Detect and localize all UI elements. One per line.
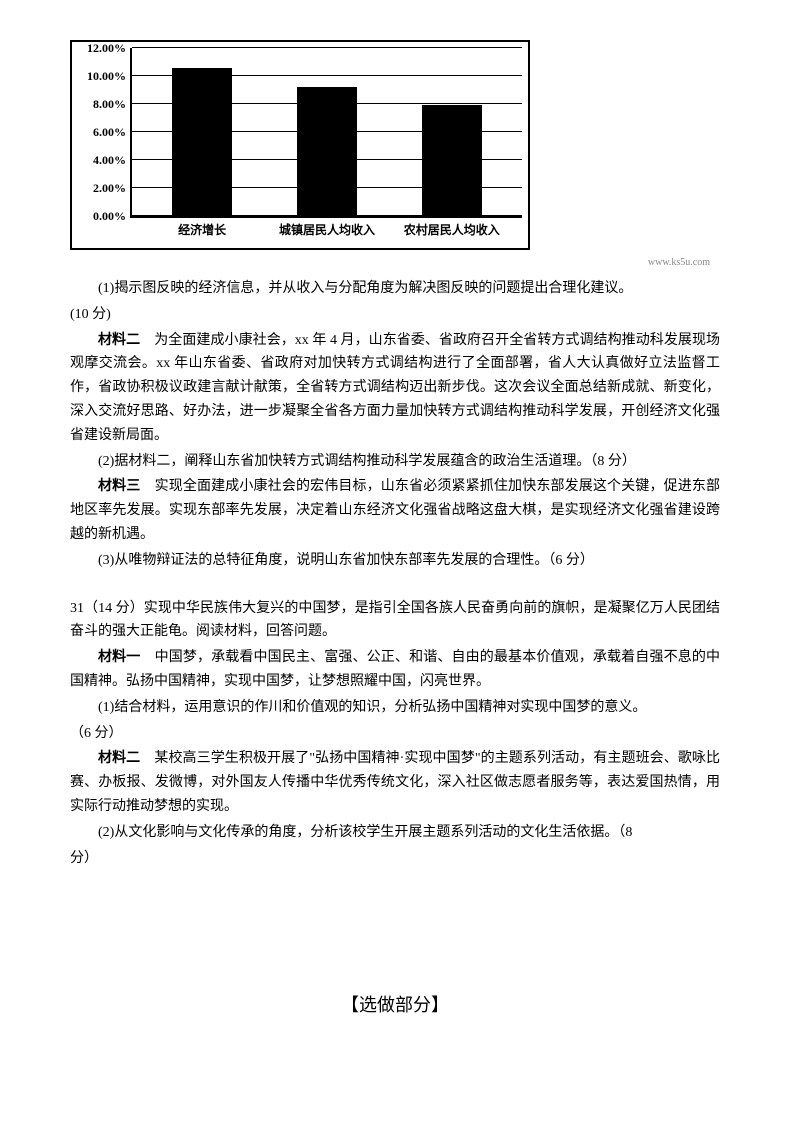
chart-ylabel: 8.00%: [93, 94, 126, 114]
question-1-tail: (10 分): [70, 303, 720, 327]
question-1-line: (1)揭示图反映的经济信息，并从收入与分配角度为解决图反映的问题提出合理化建议。: [70, 277, 720, 301]
chart-bar: [172, 68, 232, 216]
chart-plot-area: 0.00%2.00%4.00%6.00%8.00%10.00%12.00%经济增…: [130, 48, 522, 218]
q31-question-1a: (1)结合材料，运用意识的作川和价值观的知识，分析弘扬中国精神对实现中国梦的意义…: [70, 696, 720, 720]
chart-gridline: [132, 47, 522, 48]
material-2-body: 为全面建成小康社会，xx 年 4 月，山东省委、省政府召开全省转方式调结构推动科…: [70, 333, 720, 443]
material-2-label: 材料二: [98, 333, 140, 348]
chart-ylabel: 12.00%: [87, 38, 126, 58]
q31-m1-body: 中国梦，承载看中国民主、富强、公正、和谐、自由的最基本价值观，承载着自强不息的中…: [70, 650, 720, 689]
q31-lead: 31（14 分）实现中华民族伟大复兴的中国梦，是指引全国各族人民奋勇向前的旗帜，…: [70, 597, 720, 645]
chart-xlabel: 农村居民人均收入: [404, 220, 500, 240]
material-3-label: 材料三: [98, 479, 140, 494]
q31-question-2b: 分）: [70, 847, 720, 871]
q31-question-1b: （6 分）: [70, 722, 720, 746]
question-2: (2)据材料二，阐释山东省加快转方式调结构推动科学发展蕴含的政治生活道理。（8 …: [70, 450, 720, 474]
bar-chart: 0.00% 2.00% 4.00% 6.00% 8.00% 10.00% 12.00% 经济增…: [70, 40, 530, 250]
chart-ylabel: 2.00%: [93, 178, 126, 198]
q31-material-2: 材料二 某校高三学生积极开展了"弘扬中国精神·实现中国梦"的主题系列活动，有主题…: [70, 747, 720, 818]
chart-bar: [297, 87, 357, 216]
question-3: (3)从唯物辩证法的总特征角度，说明山东省加快东部率先发展的合理性。（6 分）: [70, 549, 720, 573]
watermark: www.ks5u.com: [70, 254, 720, 271]
chart-xlabel: 城镇居民人均收入: [279, 220, 375, 240]
chart-ylabel: 6.00%: [93, 122, 126, 142]
q31-question-2a: (2)从文化影响与文化传承的角度，分析该校学生开展主题系列活动的文化生活依据。（…: [70, 821, 720, 845]
section-footer: 【选做部分】: [70, 990, 720, 1021]
chart-xlabel: 经济增长: [178, 220, 226, 240]
q31-m2-label: 材料二: [98, 751, 140, 766]
material-3-body: 实现全面建成小康社会的宏伟目标，山东省必须紧紧抓住加快东部发展这个关键，促进东部…: [70, 479, 720, 542]
chart-ylabel: 0.00%: [93, 206, 126, 226]
q31-m2-body: 某校高三学生积极开展了"弘扬中国精神·实现中国梦"的主题系列活动，有主题班会、歌…: [70, 751, 720, 814]
chart-ylabel: 4.00%: [93, 150, 126, 170]
q31-m1-label: 材料一: [98, 650, 140, 665]
q31-material-1: 材料一 中国梦，承载看中国民主、富强、公正、和谐、自由的最基本价值观，承载着自强…: [70, 646, 720, 694]
chart-bar: [422, 105, 482, 216]
material-2: 材料二 为全面建成小康社会，xx 年 4 月，山东省委、省政府召开全省转方式调结…: [70, 329, 720, 448]
chart-ylabel: 10.00%: [87, 66, 126, 86]
material-3: 材料三 实现全面建成小康社会的宏伟目标，山东省必须紧紧抓住加快东部发展这个关键，…: [70, 475, 720, 546]
